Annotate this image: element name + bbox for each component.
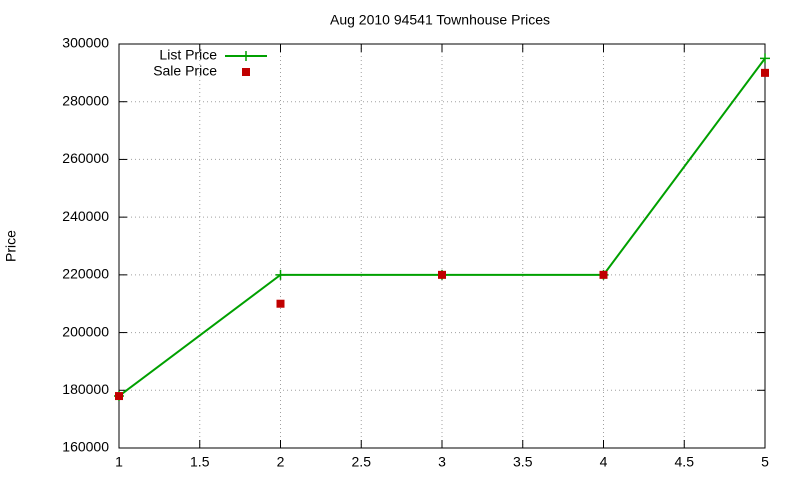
x-tick-label: 2 bbox=[277, 454, 285, 470]
x-tick-label: 4.5 bbox=[675, 454, 695, 470]
y-tick-label: 220000 bbox=[62, 266, 109, 282]
chart-title: Aug 2010 94541 Townhouse Prices bbox=[330, 12, 550, 28]
y-tick-label: 200000 bbox=[62, 323, 109, 339]
point bbox=[760, 53, 770, 64]
x-tick-label: 4 bbox=[600, 454, 608, 470]
series-line bbox=[118, 57, 766, 397]
point bbox=[275, 269, 286, 280]
point bbox=[438, 270, 446, 279]
legend-label: List Price bbox=[159, 47, 217, 63]
y-tick-label: 300000 bbox=[62, 35, 109, 51]
y-tick-label: 280000 bbox=[62, 92, 109, 108]
y-tick-label: 240000 bbox=[62, 208, 109, 224]
y-tick-label: 160000 bbox=[62, 439, 109, 455]
plot-border bbox=[118, 43, 766, 449]
x-tick-label: 2.5 bbox=[352, 454, 372, 470]
point bbox=[761, 68, 769, 77]
y-axis-label: Price bbox=[3, 230, 19, 262]
x-tick-label: 1.5 bbox=[190, 454, 210, 470]
y-tick-label: 180000 bbox=[62, 381, 109, 397]
x-tick-label: 3 bbox=[438, 454, 446, 470]
point bbox=[599, 270, 608, 279]
point bbox=[276, 299, 285, 308]
legend-swatch bbox=[242, 68, 250, 76]
x-tick-label: 3.5 bbox=[513, 454, 533, 470]
x-tick-label: 1 bbox=[115, 454, 123, 470]
point bbox=[115, 392, 123, 401]
legend-label: Sale Price bbox=[153, 63, 217, 79]
x-tick-label: 5 bbox=[761, 454, 769, 470]
y-tick-label: 260000 bbox=[62, 150, 109, 166]
legend-swatch bbox=[241, 51, 251, 61]
